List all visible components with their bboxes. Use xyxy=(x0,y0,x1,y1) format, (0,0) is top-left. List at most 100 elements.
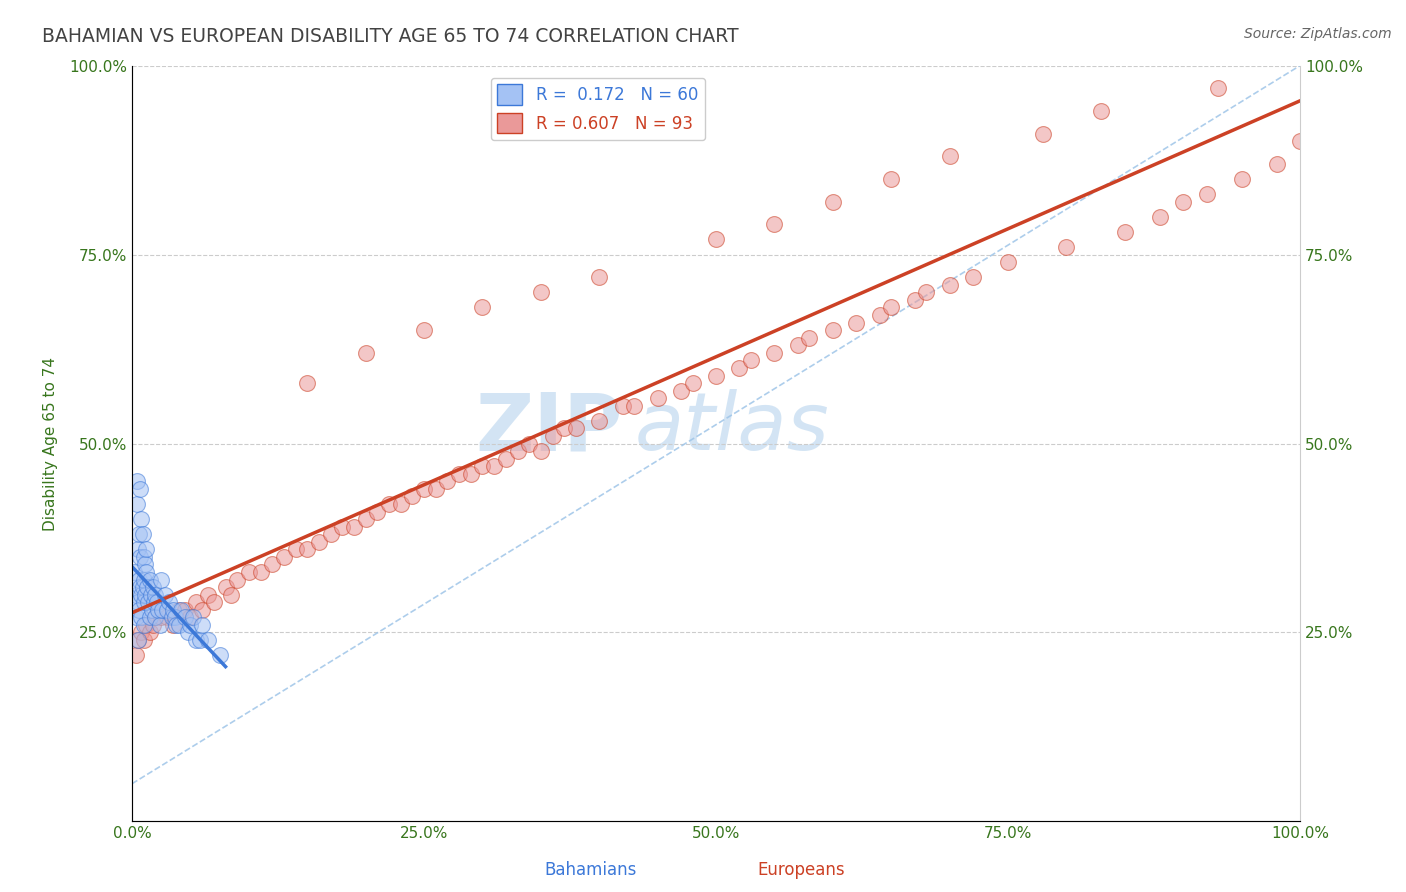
Point xyxy=(208,648,231,662)
Point xyxy=(821,194,844,209)
Point xyxy=(134,558,156,572)
Point xyxy=(131,588,153,602)
Point xyxy=(704,232,727,246)
Point xyxy=(565,421,588,435)
Point xyxy=(156,603,179,617)
Point xyxy=(142,580,165,594)
Point xyxy=(238,565,260,579)
Point xyxy=(553,421,575,435)
Point xyxy=(162,603,184,617)
Point xyxy=(135,542,157,557)
Point xyxy=(249,565,271,579)
Point xyxy=(129,549,152,564)
Point xyxy=(1090,103,1112,118)
Point xyxy=(880,172,903,186)
Point xyxy=(150,610,173,624)
Point xyxy=(131,527,153,541)
Point xyxy=(142,618,165,632)
Point xyxy=(845,316,868,330)
Point xyxy=(188,633,211,648)
Point xyxy=(134,588,156,602)
Point xyxy=(138,625,160,640)
Point xyxy=(915,285,938,300)
Point xyxy=(167,603,190,617)
Legend: R =  0.172   N = 60, R = 0.607   N = 93: R = 0.172 N = 60, R = 0.607 N = 93 xyxy=(491,78,704,140)
Point xyxy=(135,618,157,632)
Point xyxy=(132,573,155,587)
Point xyxy=(197,633,219,648)
Point xyxy=(389,497,412,511)
Point xyxy=(728,360,751,375)
Point xyxy=(647,391,669,405)
Point xyxy=(530,285,553,300)
Point xyxy=(612,399,634,413)
Point xyxy=(191,603,214,617)
Point xyxy=(145,595,167,609)
Point xyxy=(1114,225,1136,239)
Point xyxy=(186,633,208,648)
Point xyxy=(1265,157,1288,171)
Point xyxy=(786,338,808,352)
Point xyxy=(366,504,388,518)
Point xyxy=(124,588,146,602)
Point xyxy=(869,308,891,322)
Point xyxy=(125,497,148,511)
Point xyxy=(226,573,249,587)
Point xyxy=(197,588,219,602)
Point xyxy=(124,565,146,579)
Point xyxy=(436,475,458,489)
Text: Bahamians: Bahamians xyxy=(544,861,637,879)
Point xyxy=(471,301,494,315)
Point xyxy=(319,527,342,541)
Point xyxy=(763,346,786,360)
Point xyxy=(343,519,366,533)
Point xyxy=(482,459,505,474)
Point xyxy=(1289,134,1312,148)
Point xyxy=(669,384,692,398)
Point xyxy=(413,482,436,496)
Point xyxy=(145,610,167,624)
Point xyxy=(763,217,786,231)
Point xyxy=(165,610,187,624)
Point xyxy=(297,376,319,390)
Point xyxy=(1173,194,1195,209)
Point xyxy=(682,376,704,390)
Point xyxy=(962,270,984,285)
Point xyxy=(880,301,903,315)
Point xyxy=(131,610,153,624)
Point xyxy=(173,603,195,617)
Point xyxy=(131,512,153,526)
Point xyxy=(139,588,162,602)
Point xyxy=(132,549,155,564)
Point xyxy=(179,618,201,632)
Point xyxy=(401,490,423,504)
Point xyxy=(128,573,150,587)
Point xyxy=(308,534,330,549)
Point xyxy=(273,549,295,564)
Point xyxy=(128,603,150,617)
Point xyxy=(495,451,517,466)
Point xyxy=(904,293,927,307)
Point xyxy=(354,512,377,526)
Point xyxy=(127,542,149,557)
Point xyxy=(284,542,307,557)
Point xyxy=(506,444,529,458)
Point xyxy=(938,149,960,163)
Point xyxy=(160,610,183,624)
Text: BAHAMIAN VS EUROPEAN DISABILITY AGE 65 TO 74 CORRELATION CHART: BAHAMIAN VS EUROPEAN DISABILITY AGE 65 T… xyxy=(42,27,738,45)
Point xyxy=(141,603,163,617)
Point xyxy=(471,459,494,474)
Point xyxy=(740,353,762,368)
Point xyxy=(1149,210,1171,224)
Point xyxy=(588,414,610,428)
Point xyxy=(138,573,160,587)
Point xyxy=(517,436,540,450)
Point xyxy=(1054,240,1077,254)
Point xyxy=(132,633,155,648)
Point xyxy=(127,633,149,648)
Point xyxy=(1195,187,1218,202)
Point xyxy=(159,595,181,609)
Point xyxy=(297,542,319,557)
Point xyxy=(202,595,225,609)
Point xyxy=(541,429,564,443)
